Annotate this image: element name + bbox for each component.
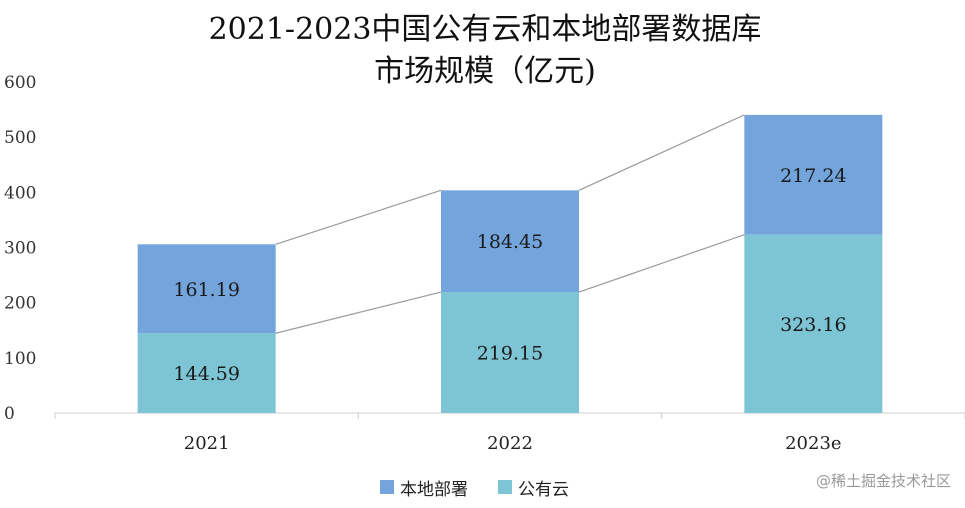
connector-line — [578, 114, 745, 191]
data-label: 184.45 — [477, 231, 543, 253]
bar-segment — [137, 333, 276, 413]
y-tick-label: 300 — [4, 239, 36, 259]
chart-legend: 本地部署 公有云 — [380, 474, 569, 500]
connector-line — [578, 234, 745, 293]
data-label: 217.24 — [780, 165, 846, 187]
legend-item-local: 本地部署 — [380, 475, 468, 500]
bar-segment — [137, 244, 276, 334]
connector-line — [275, 189, 442, 245]
y-tick-label: 400 — [4, 183, 36, 203]
x-tick-label: 2022 — [487, 433, 533, 454]
legend-label-local: 本地部署 — [400, 479, 468, 500]
chart-title-line-1: 2021-2023中国公有云和本地部署数据库 — [208, 12, 762, 47]
data-label: 323.16 — [780, 314, 846, 336]
data-label: 144.59 — [173, 363, 239, 385]
bar-segment — [441, 292, 579, 413]
y-tick-label: 600 — [4, 73, 36, 93]
bar-segment — [744, 114, 883, 235]
y-tick-label: 500 — [4, 128, 36, 148]
bar-segment — [744, 234, 883, 413]
bar-segment — [441, 190, 579, 293]
y-tick-label: 200 — [4, 294, 36, 314]
y-tick-label: 100 — [4, 349, 36, 369]
legend-swatch-public-cloud — [498, 480, 512, 494]
x-tick-label: 2021 — [184, 433, 230, 454]
connector-line — [275, 291, 442, 334]
chart-title-line-2: 市场规模（亿元) — [374, 54, 596, 89]
x-tick-label: 2023e — [785, 433, 841, 454]
data-label: 161.19 — [173, 279, 239, 301]
y-tick-label: 0 — [4, 404, 15, 424]
legend-item-public-cloud: 公有云 — [498, 475, 569, 500]
data-label: 219.15 — [477, 343, 543, 365]
watermark: @稀土掘金技术社区 — [815, 472, 951, 490]
legend-swatch-local — [380, 480, 394, 494]
legend-label-public-cloud: 公有云 — [518, 479, 569, 500]
